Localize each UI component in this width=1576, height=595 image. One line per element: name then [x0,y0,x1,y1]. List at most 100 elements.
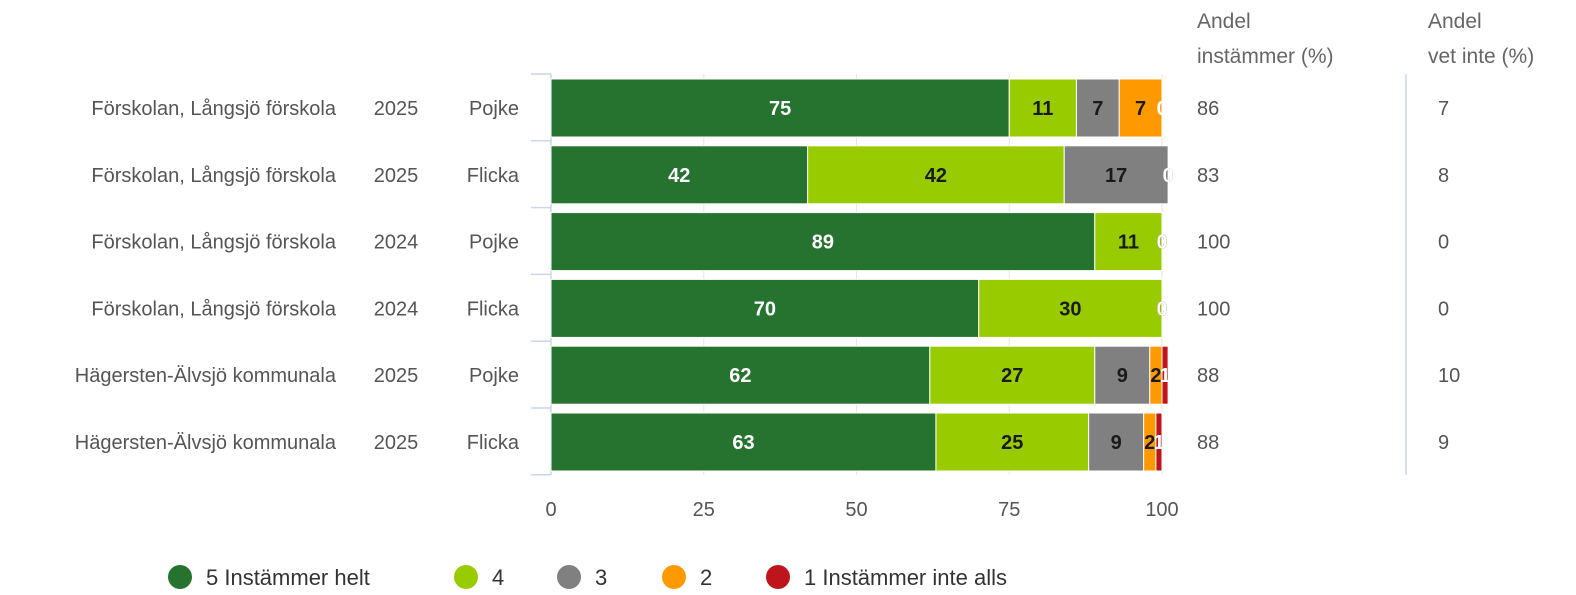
data-label-row1-s4: 0 [1163,165,1174,187]
data-label-row2-s1: 11 [1118,232,1139,254]
bar-row5-s4 [1155,412,1163,472]
vet-inte-value-3: 0 [1438,298,1449,320]
data-label-row3-s2: 0 [1156,298,1167,320]
data-label-row1-s3: 0 [1163,165,1174,187]
instammer-value-1: 83 [1197,165,1219,187]
data-label-row3-s3: 0 [1156,298,1167,320]
data-label-row0-s1: 11 [1032,98,1053,120]
data-label-row5-s3: 2 [1144,432,1155,454]
row-label-year-0: 2025 [374,98,419,120]
row-label-year-4: 2025 [374,365,419,387]
category-axis [531,73,552,476]
data-label-row4-s4: 1 [1159,365,1170,387]
row-label-gender-5: Flicka [467,432,520,454]
row-label-year-2: 2024 [374,232,419,254]
x-tick-label-4: 100 [1145,499,1178,521]
data-label-row0-s4: 0 [1156,98,1167,120]
instammer-header-line1: Andel [1197,10,1251,33]
legend-item-3[interactable]: 2 [662,565,712,590]
instammer-value-0: 86 [1197,98,1219,120]
instammer-value-5: 88 [1197,432,1219,454]
row-label-year-5: 2025 [374,432,419,454]
data-label-row4-s2: 9 [1117,365,1128,387]
vet-inte-value-5: 9 [1438,432,1449,454]
row-label-name-5: Hägersten-Älvsjö kommunala [75,432,337,454]
row-label-gender-4: Pojke [469,365,519,387]
bar-row1-s2 [1063,145,1169,205]
legend-item-0[interactable]: 5 Instämmer helt [168,565,370,590]
vet-inte-header-line1: Andel [1428,10,1482,33]
data-label-row3-s4: 0 [1156,298,1167,320]
vet-inte-value-4: 10 [1438,365,1460,387]
bar-row5-s1 [935,412,1090,472]
data-label-row4-s3: 2 [1150,365,1161,387]
data-label-row5-s0: 63 [732,432,754,454]
bar-row4-s0 [550,345,931,405]
bar-row3-s1 [978,278,1163,338]
bar-row1-s1 [807,145,1065,205]
row-label-name-1: Förskolan, Långsjö förskola [91,165,336,187]
row-label-gender-0: Pojke [469,98,519,120]
side-columns: Andel instämmer (%) Andel vet inte (%) 8… [1197,10,1534,475]
data-label-row0-s0: 75 [769,98,791,120]
bar-row5-s2 [1088,412,1145,472]
legend-label-2: 3 [595,565,607,590]
vet-inte-value-1: 8 [1438,165,1449,187]
data-label-row5-s4: 1 [1153,432,1164,454]
data-label-row2-s2: 0 [1156,232,1167,254]
data-label-row1-s2: 17 [1105,165,1127,187]
legend-label-4: 1 Instämmer inte alls [804,565,1007,590]
data-label-row3-s0: 70 [754,298,776,320]
vet-inte-value-2: 0 [1438,232,1449,254]
instammer-value-3: 100 [1197,298,1230,320]
legend-label-0: 5 Instämmer helt [206,565,370,590]
legend-marker-0 [168,565,192,589]
legend-item-2[interactable]: 3 [557,565,607,590]
data-label-row0-s3: 7 [1135,98,1146,120]
legend-label-1: 4 [492,565,504,590]
x-axis-ticks: 0 25 50 75 100 [545,499,1178,521]
x-tick-label-1: 25 [693,499,715,521]
legend-label-3: 2 [700,565,712,590]
bar-row4-s1 [929,345,1096,405]
instammer-value-4: 88 [1197,365,1219,387]
row-label-year-3: 2024 [374,298,419,320]
instammer-value-2: 100 [1197,232,1230,254]
data-label-row0-s2: 7 [1092,98,1103,120]
row-label-year-1: 2025 [374,165,419,187]
x-tick-label-2: 50 [845,499,867,521]
data-label-row1-s1: 42 [925,165,947,187]
data-label-row2-s4: 0 [1156,232,1167,254]
row-label-gender-1: Flicka [467,165,520,187]
row-label-name-0: Förskolan, Långsjö förskola [91,98,336,120]
legend-marker-2 [557,565,581,589]
bar-row5-s0 [550,412,937,472]
bars [550,78,1169,472]
row-label-name-2: Förskolan, Långsjö förskola [91,232,336,254]
x-tick-label-3: 75 [998,499,1020,521]
legend-item-1[interactable]: 4 [454,565,504,590]
row-labels: Förskolan, Långsjö förskola 2025 Pojke Förs… [75,98,520,454]
legend-marker-4 [766,565,790,589]
instammer-header-line2: instämmer (%) [1197,45,1334,68]
legend-marker-1 [454,565,478,589]
bar-row0-s3 [1118,78,1163,138]
row-label-gender-3: Flicka [467,298,520,320]
data-label-row3-s1: 30 [1059,298,1081,320]
row-label-name-3: Förskolan, Långsjö förskola [91,298,336,320]
data-label-row2-s3: 0 [1156,232,1167,254]
legend-marker-3 [662,565,686,589]
data-label-row4-s1: 27 [1001,365,1023,387]
legend-item-4[interactable]: 1 Instämmer inte alls [766,565,1007,590]
bar-row4-s2 [1094,345,1151,405]
data-label-row5-s1: 25 [1001,432,1023,454]
row-label-gender-2: Pojke [469,232,519,254]
bar-row0-s0 [550,78,1010,138]
data-label-row4-s0: 62 [729,365,751,387]
data-label-row2-s0: 89 [812,232,834,254]
legend: 5 Instämmer helt 4 3 2 1 Instämmer inte alls [168,565,1007,590]
vet-inte-header-line2: vet inte (%) [1428,45,1534,68]
bar-row0-s2 [1075,78,1120,138]
